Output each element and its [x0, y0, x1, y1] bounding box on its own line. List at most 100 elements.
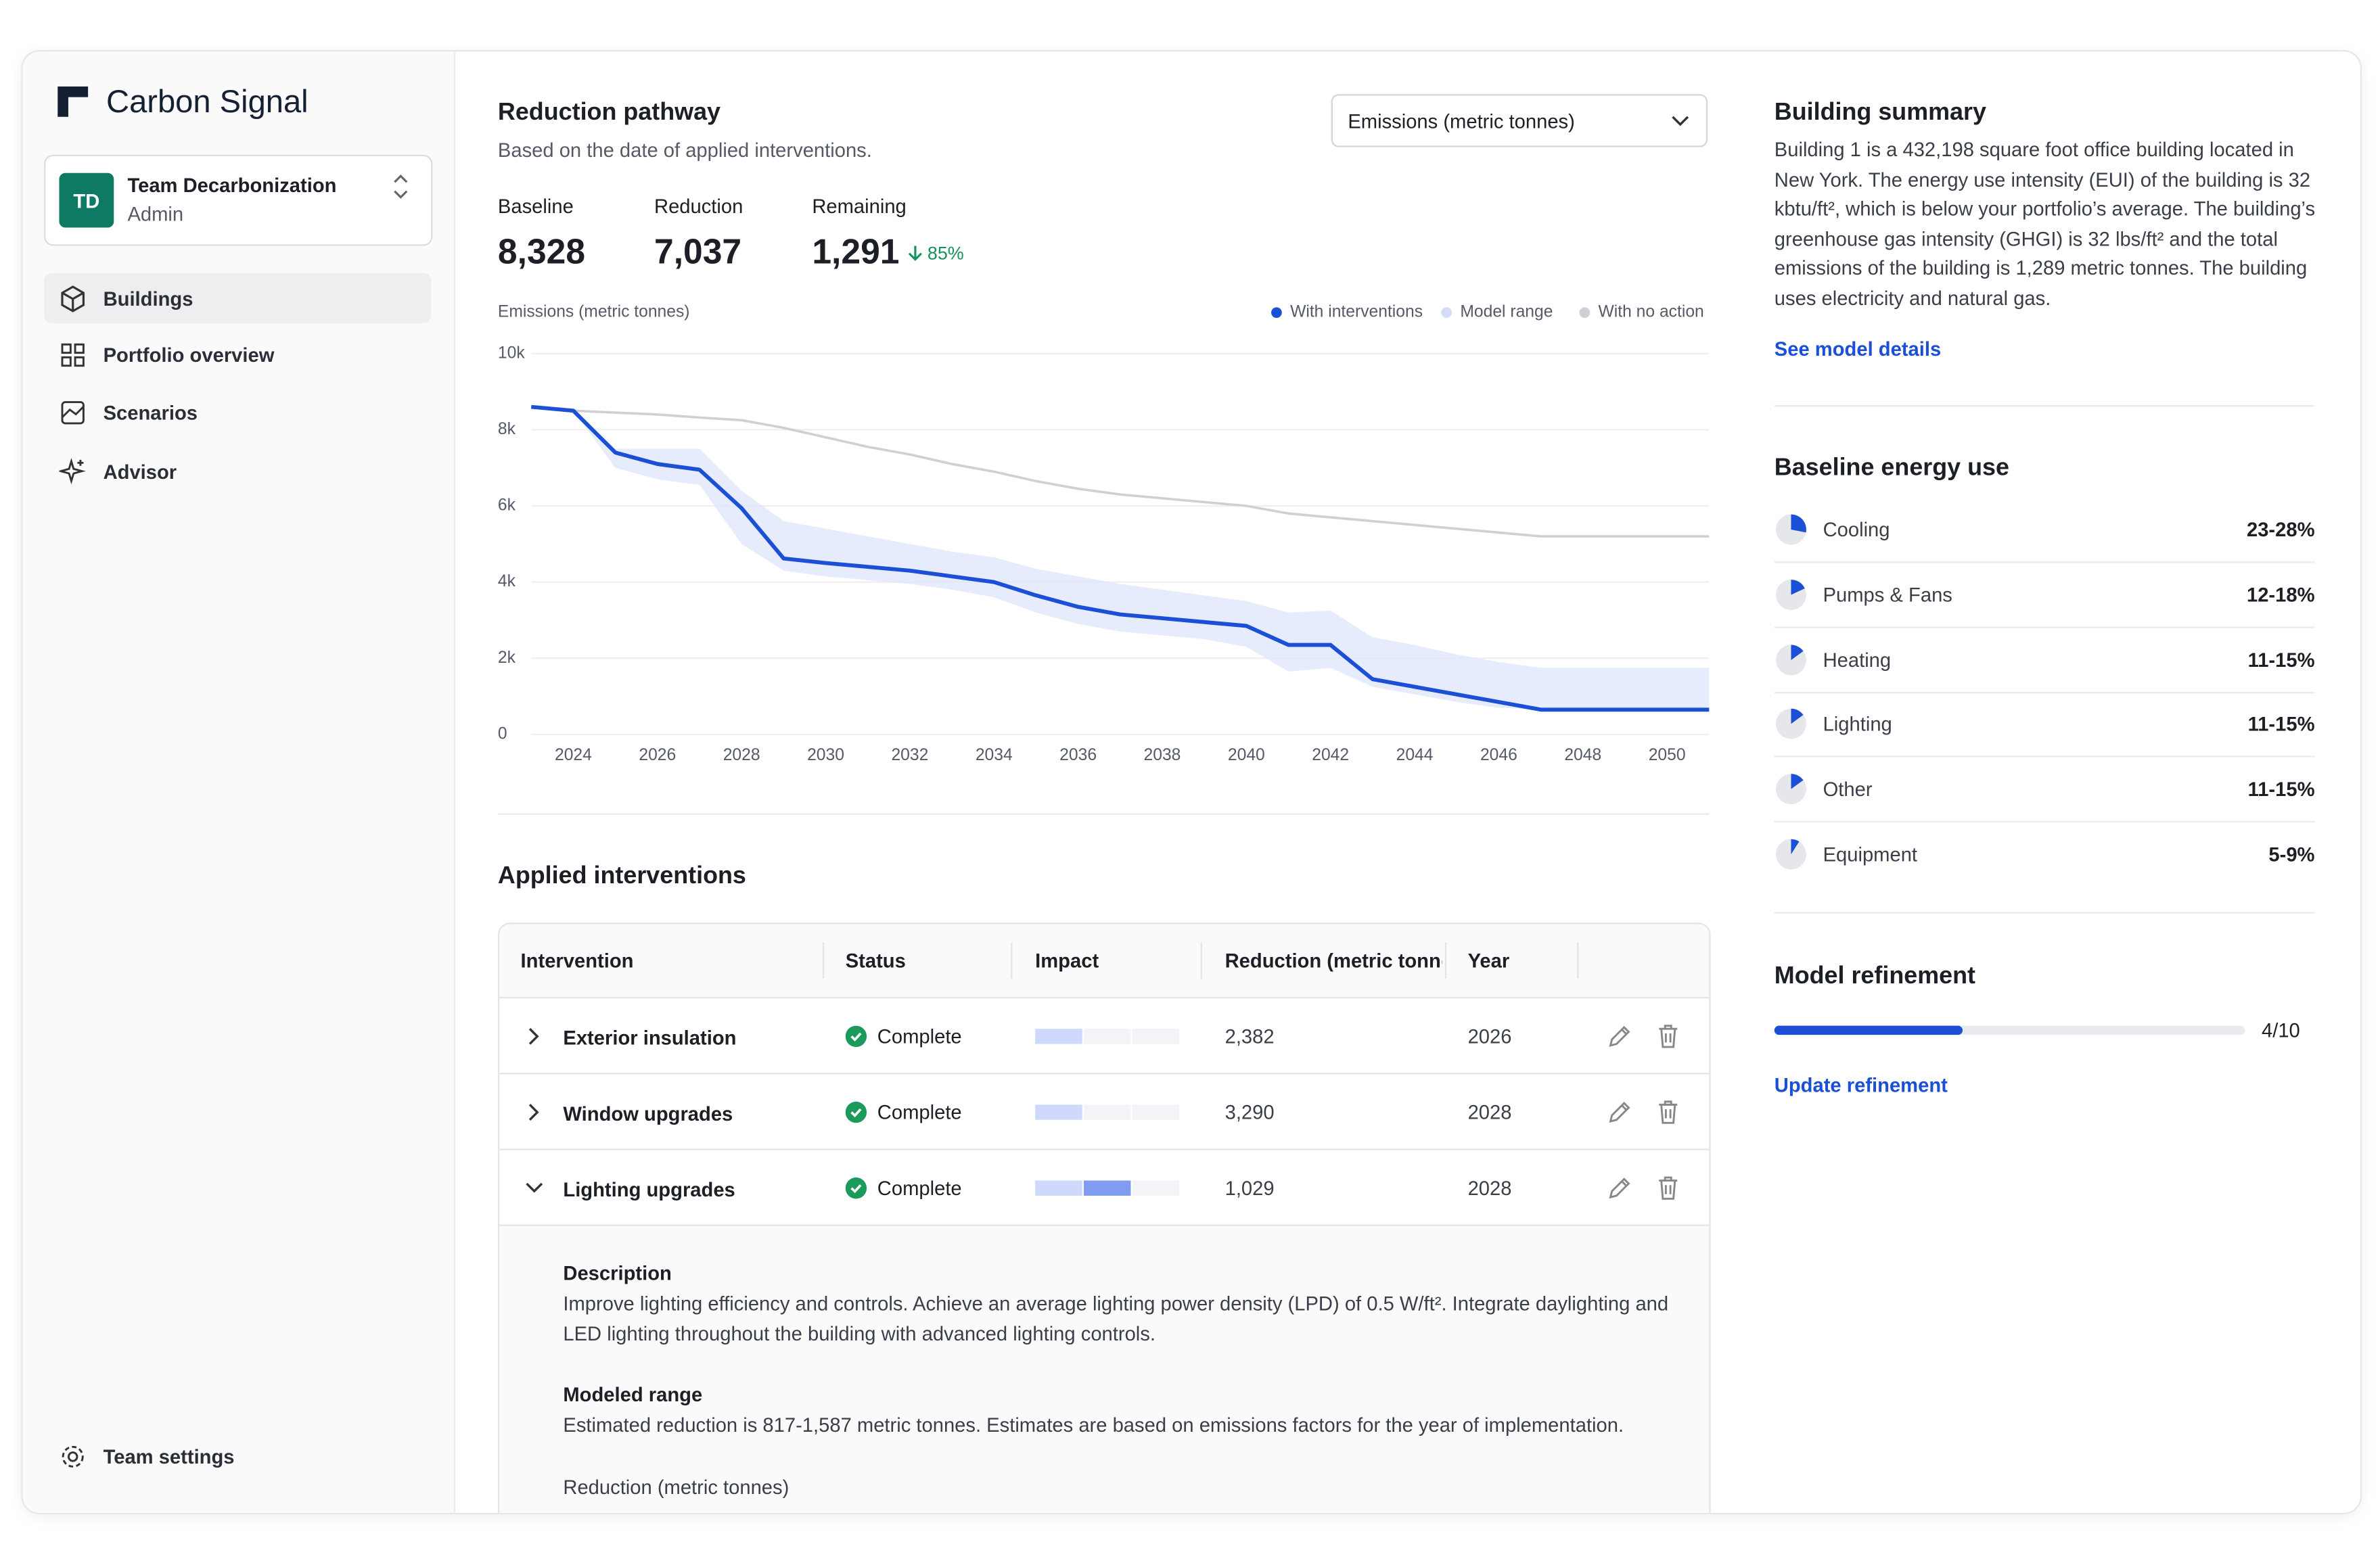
legend-dot [1441, 307, 1452, 319]
team-avatar: TD [59, 172, 114, 228]
y-tick-label: 0 [498, 724, 507, 743]
series-line [531, 404, 1710, 712]
detail-text: Description [563, 1261, 672, 1285]
delete-button[interactable] [1655, 1175, 1682, 1202]
details-panel [499, 1225, 1710, 1513]
x-tick-label: 2028 [723, 746, 760, 764]
team-role: Admin [127, 202, 184, 226]
column-header: Status [845, 949, 906, 973]
reduction: 3,290 [1225, 1100, 1275, 1124]
divider [497, 813, 1710, 815]
energy-name: Other [1823, 778, 1873, 801]
nav-icon [59, 458, 86, 485]
y-tick-label: 4k [498, 572, 516, 590]
expand-toggle[interactable] [524, 1177, 545, 1198]
pie-wedge [1791, 709, 1804, 725]
y-tick-label: 6k [498, 496, 516, 515]
reduction: 1,029 [1225, 1176, 1275, 1200]
delete-button[interactable] [1655, 1098, 1682, 1125]
energy-pie [1776, 644, 1806, 675]
status: Complete [877, 1176, 962, 1200]
energy-share: 11-15% [2247, 648, 2315, 671]
detail-text: Improve lighting efficiency and controls… [563, 1292, 1669, 1315]
detail-text: LED lighting throughout the building wit… [563, 1322, 1155, 1345]
column-separator [1011, 942, 1013, 979]
settings-icon [62, 1445, 84, 1468]
impact-segment [1083, 1029, 1131, 1044]
nav-item[interactable]: Buildings [103, 287, 193, 310]
model-details-link[interactable]: See model details [1774, 337, 1942, 360]
divider [1774, 561, 2315, 563]
legend-label: Model range [1460, 303, 1553, 321]
pie-wedge [1791, 579, 1805, 595]
series-line [531, 405, 1710, 538]
update-refinement-link[interactable]: Update refinement [1774, 1073, 1948, 1097]
impact-segment [1083, 1104, 1131, 1120]
column-separator [1200, 942, 1202, 979]
x-tick-label: 2030 [807, 746, 844, 764]
pie-wedge [1791, 514, 1806, 533]
y-axis-label: Emissions (metric tonnes) [498, 303, 690, 321]
chart: Emissions (metric tonnes) 0 2k 4k 6k 8k 10k 202… [498, 303, 1710, 764]
pie-wedge [1791, 644, 1804, 660]
subtitle: Based on the date of applied interventio… [497, 139, 872, 162]
nav-icon [61, 343, 85, 367]
app-content: Carbon Signal TD Team Decarbonization Ad… [22, 51, 2360, 1513]
impact-segment [1132, 1180, 1180, 1196]
energy-name: Equipment [1823, 843, 1918, 866]
expand-toggle[interactable] [524, 1026, 545, 1047]
edit-button[interactable] [1606, 1098, 1633, 1125]
metric-select[interactable] [1331, 94, 1708, 147]
expand-toggle[interactable] [524, 1102, 545, 1123]
settings-link[interactable]: Team settings [103, 1445, 235, 1468]
x-tick-label: 2044 [1396, 746, 1434, 764]
model-range [531, 406, 1710, 710]
delete-button[interactable] [1655, 1023, 1682, 1050]
x-tick-label: 2050 [1649, 746, 1686, 764]
section-title: Reduction pathway [497, 100, 721, 126]
nav-active [44, 273, 432, 323]
summary-text: Building 1 is a 432,198 square foot offi… [1774, 138, 2316, 310]
divider [1774, 912, 2315, 914]
reduction: 2,382 [1225, 1025, 1275, 1048]
energy-share: 11-15% [2247, 713, 2315, 736]
energy-share: 12-18% [2246, 583, 2315, 606]
year: 2028 [1467, 1176, 1512, 1200]
energy-name: Lighting [1823, 713, 1892, 736]
stat-label: Baseline [497, 195, 574, 218]
down-arrow [908, 246, 922, 261]
stat-value: 1,291 [812, 231, 900, 271]
column-header: Reduction (metric tonnes) [1225, 949, 1442, 973]
detail-text: Reduction (metric tonnes) [563, 1475, 789, 1499]
column-separator [1444, 942, 1447, 979]
year: 2028 [1467, 1100, 1512, 1124]
row-divider [499, 1073, 1710, 1075]
stat-value: 7,037 [654, 231, 742, 271]
nav-icon [61, 401, 85, 425]
impact-segment [1035, 1029, 1082, 1044]
section-title: Baseline energy use [1774, 455, 2009, 482]
x-tick-label: 2026 [639, 746, 676, 764]
edit-button[interactable] [1606, 1023, 1633, 1050]
nav-item[interactable]: Portfolio overview [103, 344, 275, 367]
x-tick-label: 2032 [891, 746, 928, 764]
nav-item[interactable]: Scenarios [103, 401, 198, 425]
pie-background [1776, 839, 1806, 870]
x-tick-label: 2042 [1312, 746, 1349, 764]
edit-button[interactable] [1606, 1175, 1633, 1202]
section-title: Applied interventions [497, 863, 746, 889]
divider [1774, 756, 2315, 758]
column-header: Impact [1035, 949, 1099, 973]
energy-name: Cooling [1823, 518, 1890, 541]
chevron-down [1672, 116, 1689, 126]
switch-icon [394, 174, 408, 199]
status-icon [845, 1177, 867, 1199]
y-tick-label: 2k [498, 649, 516, 667]
energy-share: 5-9% [2268, 843, 2315, 866]
impact-segment [1035, 1180, 1082, 1196]
energy-share: 11-15% [2247, 778, 2315, 801]
impact-segment [1132, 1104, 1180, 1120]
logo-icon [58, 86, 89, 117]
nav-item[interactable]: Advisor [103, 460, 177, 484]
